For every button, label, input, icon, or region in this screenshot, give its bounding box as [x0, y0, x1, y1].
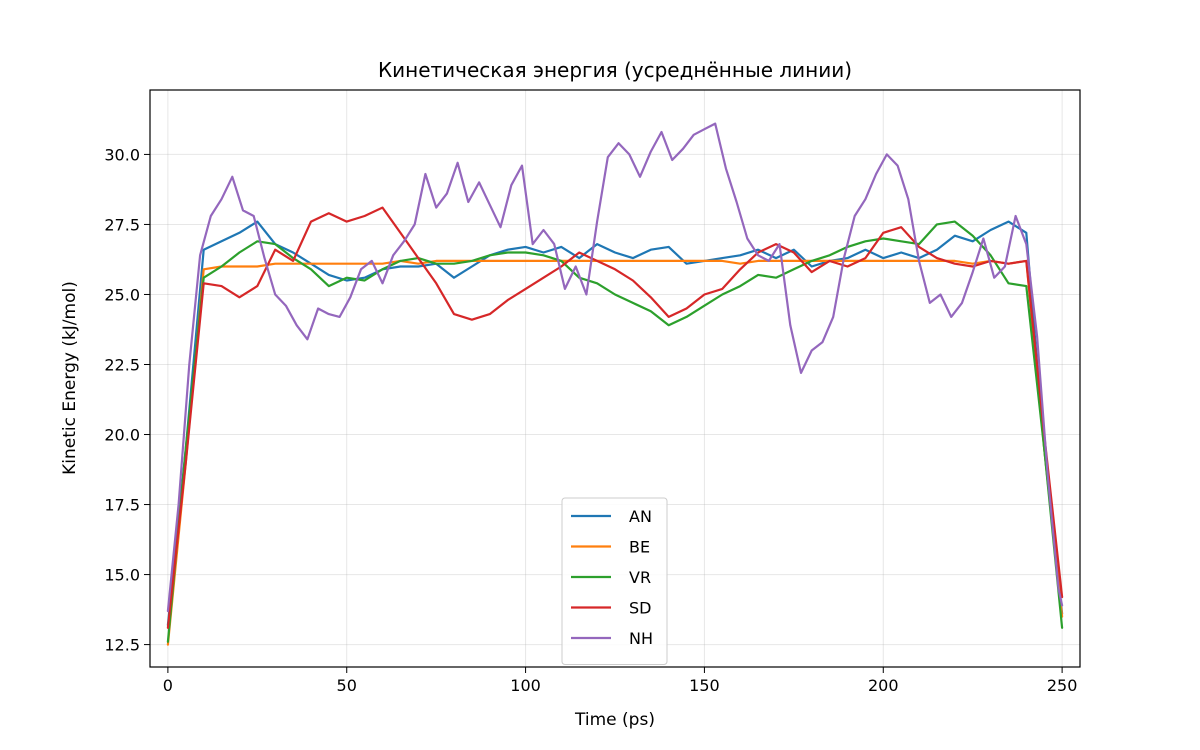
- series-line-an: [166, 220, 1064, 627]
- y-axis-label: Kinetic Energy (kJ/mol): [60, 281, 80, 475]
- x-tick-label: 200: [868, 676, 899, 695]
- grid-lines: [150, 90, 1080, 667]
- y-tick-label: 17.5: [104, 496, 140, 515]
- legend-label-vr: VR: [629, 568, 651, 587]
- x-tick-label: 250: [1047, 676, 1078, 695]
- series-line-sd: [166, 206, 1064, 629]
- chart-title: Кинетическая энергия (усреднённые линии): [378, 58, 852, 82]
- y-tick-label: 27.5: [104, 215, 140, 234]
- legend-label-be: BE: [629, 538, 650, 557]
- legend-box: [561, 497, 668, 665]
- y-tick-label: 12.5: [104, 636, 140, 655]
- x-axis-label: Time (ps): [574, 710, 655, 730]
- legend: AN BE VR SD NH: [561, 497, 668, 665]
- axis-ticks: 0 50 100 150 200 250 12.5 15.0 17.5 20.0 22.5 25.0 2…: [104, 145, 1077, 695]
- x-tick-label: 50: [337, 676, 357, 695]
- y-tick-label: 25.0: [104, 285, 140, 304]
- legend-label-nh: NH: [629, 629, 653, 648]
- x-tick-label: 100: [510, 676, 541, 695]
- x-tick-label: 0: [163, 676, 173, 695]
- series-lines: [166, 122, 1064, 646]
- x-tick-label: 150: [689, 676, 720, 695]
- y-tick-label: 15.0: [104, 566, 140, 585]
- series-line-nh: [166, 122, 1064, 613]
- legend-label-sd: SD: [629, 599, 651, 618]
- plot-area-frame: [149, 89, 1081, 668]
- series-line-be: [166, 259, 1064, 646]
- y-tick-label: 22.5: [104, 355, 140, 374]
- series-line-vr: [166, 220, 1064, 643]
- y-tick-label: 30.0: [104, 145, 140, 164]
- legend-label-an: AN: [629, 507, 652, 526]
- y-tick-label: 20.0: [104, 426, 140, 445]
